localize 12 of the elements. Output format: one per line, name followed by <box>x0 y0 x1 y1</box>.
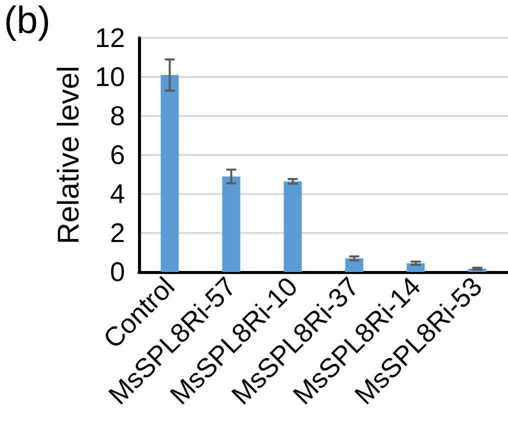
bar <box>160 75 179 272</box>
bar <box>222 176 240 272</box>
bar <box>345 258 364 272</box>
y-axis-title: Relative level <box>52 66 86 244</box>
bar <box>284 181 302 272</box>
y-tick-label: 8 <box>110 101 125 131</box>
y-tick-label: 4 <box>110 179 125 209</box>
y-tick-label: 2 <box>110 218 125 248</box>
y-tick-label: 6 <box>110 140 125 170</box>
y-tick-label: 12 <box>94 23 125 53</box>
text: (b) <box>4 0 50 42</box>
y-tick-label: 10 <box>94 62 125 92</box>
